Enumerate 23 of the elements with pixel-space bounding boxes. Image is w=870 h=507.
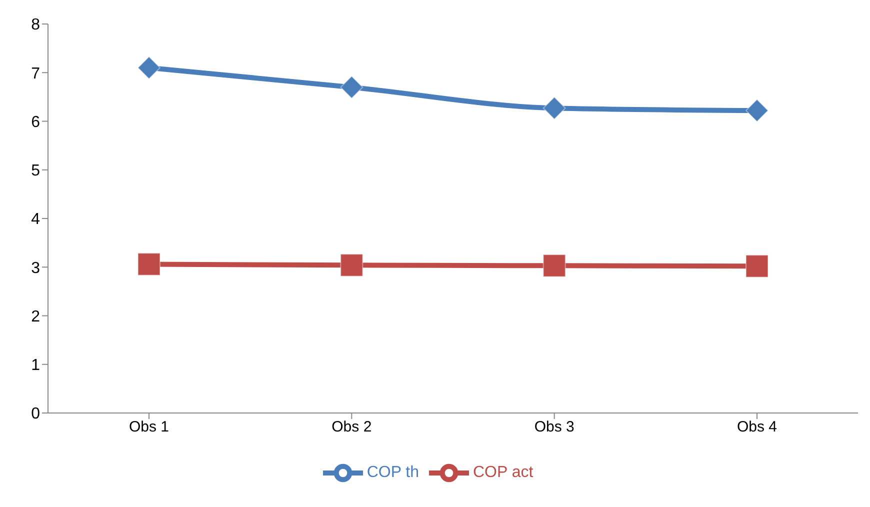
y-tick-label: 3 [31,260,40,277]
x-tick-label: Obs 4 [736,418,778,436]
point [542,254,566,278]
x-tick-label: Obs 3 [534,418,574,436]
point [746,254,768,278]
y-tick-label: 1 [31,357,40,374]
point [138,56,160,80]
y-tick-label: 0 [31,406,40,423]
y-tick-label: 2 [31,308,40,326]
point [542,96,566,120]
point [340,254,364,277]
y-tick-label: 8 [31,16,40,34]
y-tick-label: 7 [31,65,40,82]
y-tick-label: 4 [31,211,40,228]
point [746,99,768,122]
y-tick-label: 5 [31,162,40,180]
point [138,252,160,276]
legend-label: COP act [473,464,534,482]
x-tick-label: Obs 1 [128,418,170,436]
point [340,76,364,99]
x-tick-label: Obs 2 [332,418,372,436]
y-tick-label: 6 [31,114,40,131]
legend-label: COP th [366,464,419,482]
